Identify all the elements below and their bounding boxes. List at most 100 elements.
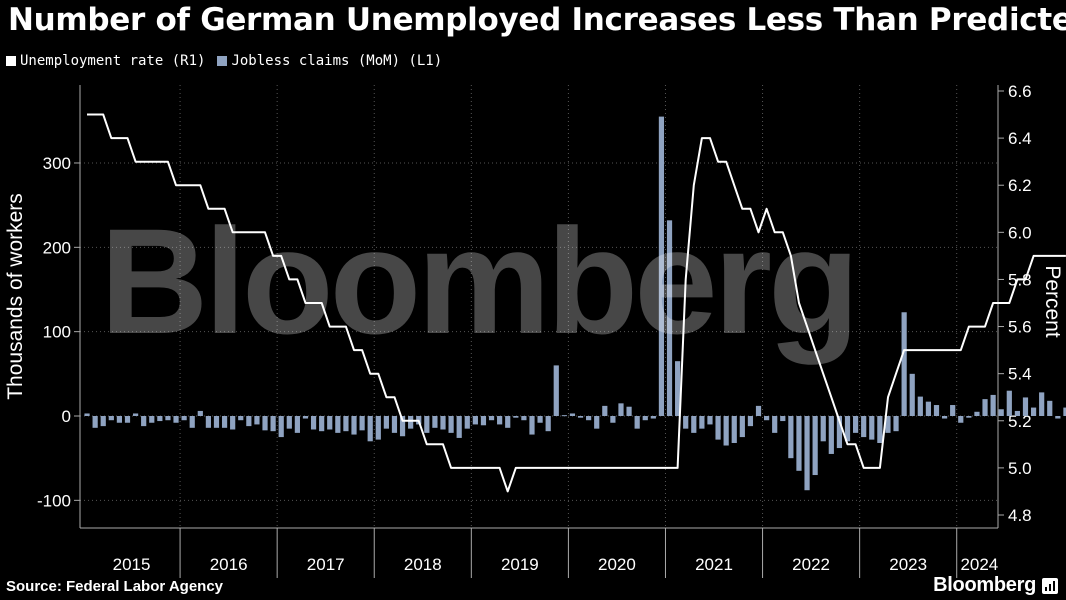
bar-jobless-claims (84, 413, 90, 416)
bar-jobless-claims (675, 361, 681, 416)
bar-jobless-claims (941, 416, 948, 419)
bar-jobless-claims (553, 365, 559, 416)
left-axis-tick-label: 100 (43, 323, 71, 342)
bar-jobless-claims (141, 416, 147, 427)
bar-jobless-claims (836, 416, 843, 449)
bar-jobless-claims (221, 416, 228, 428)
x-axis-tick-label: 2016 (210, 555, 248, 574)
bar-jobless-claims (521, 416, 527, 421)
bar-jobless-claims (982, 399, 988, 416)
legend-label-unemployment-rate: Unemployment rate (R1) (20, 53, 206, 69)
x-axis-tick-label: 2023 (889, 555, 927, 574)
bar-jobless-claims (157, 416, 163, 422)
bar-jobless-claims (917, 396, 923, 416)
bar-jobless-claims (820, 416, 826, 442)
x-axis-tick-label: 2015 (113, 555, 151, 574)
bar-jobless-claims (650, 416, 656, 419)
bar-jobless-claims (424, 416, 430, 433)
bar-jobless-claims (1022, 397, 1029, 416)
bar-jobless-claims (399, 416, 406, 437)
bar-jobless-claims (925, 401, 932, 416)
x-axis-tick-label: 2020 (598, 555, 636, 574)
bar-jobless-claims (1030, 407, 1037, 416)
bar-jobless-claims (132, 413, 139, 416)
bar-jobless-claims (294, 416, 300, 433)
legend-swatch-jobless-claims (217, 56, 228, 66)
bar-jobless-claims (335, 416, 341, 433)
bar-jobless-claims (230, 416, 236, 430)
bar-jobless-claims (1014, 410, 1020, 416)
bar-jobless-claims (731, 416, 737, 443)
bar-jobless-claims (909, 373, 915, 416)
bar-jobless-claims (755, 405, 762, 416)
bar-jobless-claims (772, 416, 778, 433)
bar-jobless-claims (262, 416, 268, 431)
brand-logo-text: Bloomberg (933, 574, 1036, 596)
bar-jobless-claims (796, 416, 802, 471)
bar-jobless-claims (561, 415, 567, 417)
bar-jobless-claims (149, 416, 155, 423)
bloomberg-chart-icon (1042, 578, 1058, 594)
bar-jobless-claims (950, 405, 956, 416)
bar-jobless-claims (764, 416, 770, 421)
bar-jobless-claims (124, 416, 131, 423)
bar-jobless-claims (480, 416, 487, 426)
bar-jobless-claims (699, 416, 705, 429)
bar-jobless-claims (383, 416, 389, 429)
bar-jobless-claims (974, 411, 980, 416)
chart-title: Number of German Unemployed Increases Le… (8, 2, 1066, 38)
bar-jobless-claims (197, 410, 203, 416)
bar-jobless-claims (642, 416, 648, 421)
bar-jobless-claims (618, 403, 624, 416)
bar-jobless-claims (610, 416, 616, 423)
bar-jobless-claims (1063, 407, 1066, 416)
bar-jobless-claims (666, 220, 673, 416)
bar-jobless-claims (958, 416, 964, 423)
bar-jobless-claims (739, 416, 745, 438)
bar-jobless-claims (181, 416, 187, 421)
source-note: Source: Federal Labor Agency (6, 578, 224, 595)
left-axis-tick-label: -100 (37, 491, 71, 510)
bar-jobless-claims (505, 416, 511, 428)
bar-jobless-claims (472, 416, 478, 425)
bar-jobless-claims (270, 416, 276, 432)
bar-jobless-claims (683, 416, 689, 429)
x-axis-tick-label: 2018 (404, 555, 442, 574)
right-axis-tick-label: 5.6 (1008, 318, 1032, 337)
x-axis-tick-label: 2021 (695, 555, 733, 574)
bar-jobless-claims (278, 416, 284, 438)
bar-jobless-claims (302, 416, 309, 419)
bar-jobless-claims (205, 416, 211, 428)
bar-jobless-claims (828, 416, 834, 454)
right-axis-tick-label: 5.4 (1008, 365, 1032, 384)
legend-swatch-unemployment-rate (6, 56, 16, 66)
left-axis-tick-label: 200 (43, 238, 71, 257)
bar-jobless-claims (327, 416, 333, 430)
bar-jobless-claims (100, 416, 106, 427)
right-axis-tick-label: 5.2 (1008, 412, 1032, 431)
bar-jobless-claims (391, 416, 398, 433)
bar-jobless-claims (990, 394, 996, 416)
bar-jobless-claims (966, 416, 972, 418)
bar-jobless-claims (626, 406, 632, 416)
bar-jobless-claims (634, 416, 640, 429)
bar-jobless-claims (408, 416, 414, 429)
bar-jobless-claims (1006, 390, 1012, 416)
bar-jobless-claims (432, 416, 438, 428)
bar-jobless-claims (594, 416, 600, 429)
left-axis-tick-label: 0 (62, 407, 71, 426)
bar-jobless-claims (569, 413, 576, 416)
bar-jobless-claims (254, 416, 260, 425)
legend-item-unemployment-rate: Unemployment rate (R1) (6, 53, 205, 69)
bar-jobless-claims (586, 416, 592, 421)
bar-jobless-claims (804, 416, 810, 491)
bar-jobless-claims (852, 416, 859, 433)
bar-jobless-claims (367, 416, 373, 442)
bar-jobless-claims (844, 416, 851, 442)
bar-jobless-claims (513, 416, 519, 418)
bar-jobless-claims (529, 416, 535, 435)
bar-jobless-claims (1039, 392, 1045, 416)
bar-jobless-claims (92, 416, 98, 428)
right-axis-tick-label: 5.0 (1008, 459, 1032, 478)
